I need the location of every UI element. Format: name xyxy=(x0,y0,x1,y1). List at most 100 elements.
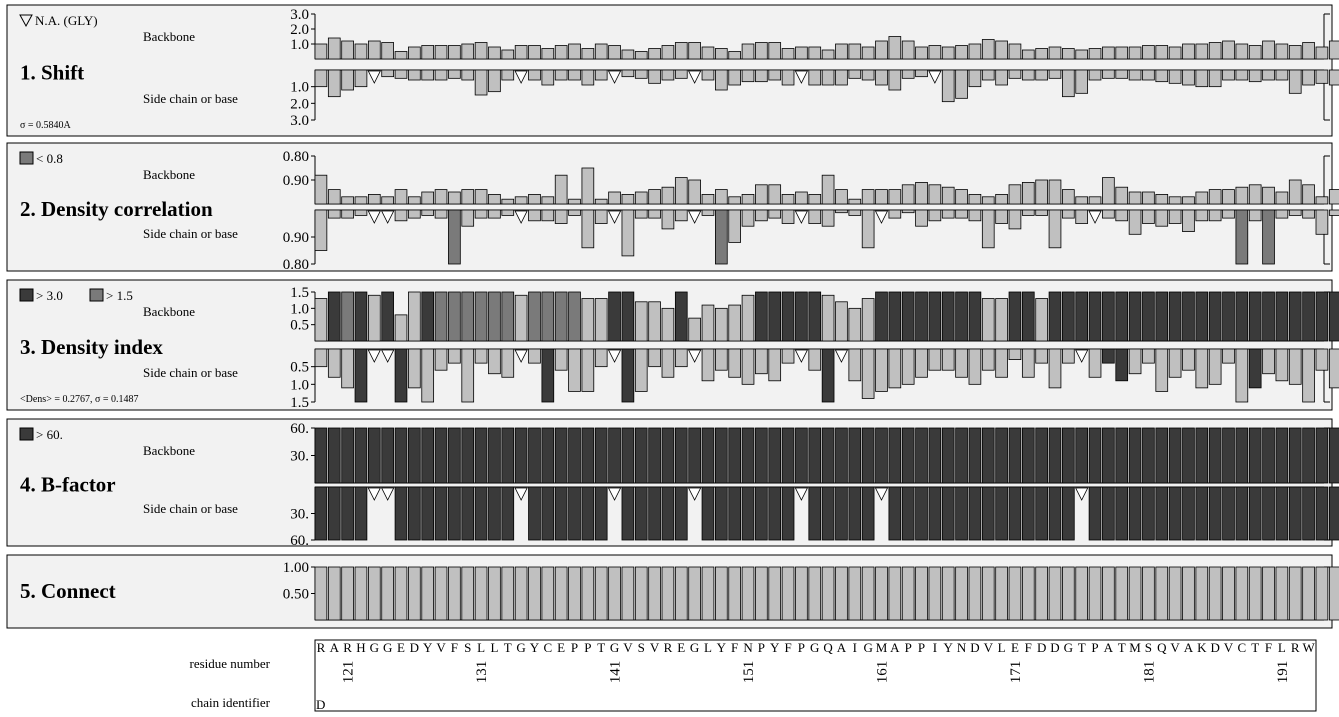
bar-backbone xyxy=(434,189,448,205)
residue-letter: L xyxy=(490,640,498,655)
bar-side-chain xyxy=(768,209,782,219)
bar-side-chain xyxy=(1062,209,1075,219)
bar-backbone xyxy=(1075,291,1089,342)
bar-side-chain xyxy=(1048,209,1062,249)
bar-side-chain xyxy=(755,69,768,83)
bar-side-chain xyxy=(1102,348,1115,364)
bar-backbone xyxy=(554,427,568,484)
bar-side-chain xyxy=(341,209,354,219)
residue-letter: V xyxy=(984,640,994,655)
bar-side-chain xyxy=(821,209,835,227)
panel-connect: 5. Connect 1.00 0.50 xyxy=(6,554,1339,629)
bar-backbone xyxy=(1088,48,1102,60)
bar-side-chain xyxy=(354,209,368,216)
bar-backbone xyxy=(915,566,928,621)
legend-text: > 60. xyxy=(36,427,63,442)
swatch-medium-icon xyxy=(89,288,104,302)
bar-side-chain xyxy=(568,69,581,81)
bar-side-chain xyxy=(434,486,448,541)
bar-side-chain xyxy=(381,69,394,78)
bar-side-chain xyxy=(755,486,768,541)
bar-side-chain xyxy=(474,209,488,219)
bar-backbone xyxy=(1262,40,1275,60)
bar-backbone xyxy=(1248,45,1262,60)
bar-side-chain xyxy=(448,209,461,265)
bar-backbone xyxy=(1208,291,1222,342)
bar-backbone xyxy=(848,566,862,621)
residue-letter: T xyxy=(504,640,512,655)
bar-side-chain xyxy=(835,69,848,86)
bar-side-chain xyxy=(1128,348,1142,375)
bar-backbone xyxy=(1021,566,1035,621)
bar-side-chain xyxy=(928,209,942,222)
bar-side-chain xyxy=(568,486,581,541)
bar-side-chain xyxy=(955,69,968,99)
backbone-label: Backbone xyxy=(143,443,195,458)
bar-side-chain xyxy=(327,486,341,541)
bar-backbone xyxy=(341,196,354,205)
bar-backbone xyxy=(795,46,808,60)
residue-letter: P xyxy=(584,640,591,655)
bar-side-chain xyxy=(421,209,435,216)
bar-backbone xyxy=(955,189,968,205)
triangle-down-icon xyxy=(514,210,528,224)
bar-backbone xyxy=(875,291,888,342)
bar-side-chain xyxy=(928,486,942,541)
bar-side-chain xyxy=(781,69,795,86)
bar-backbone xyxy=(1128,291,1142,342)
bar-side-chain xyxy=(1035,69,1048,81)
bar-side-chain xyxy=(594,69,608,81)
bar-backbone xyxy=(327,566,341,621)
bar-side-chain xyxy=(634,348,648,392)
bar-side-chain xyxy=(1208,209,1222,222)
bar-backbone xyxy=(915,46,928,60)
bar-side-chain xyxy=(1328,69,1339,86)
bar-backbone xyxy=(1021,291,1035,342)
bar-backbone xyxy=(501,198,515,205)
bar-backbone xyxy=(1048,291,1062,342)
residue-letter: D xyxy=(1210,640,1219,655)
y-tick-label: 30. xyxy=(290,449,309,465)
residue-letter: H xyxy=(356,640,365,655)
bar-backbone xyxy=(1021,49,1035,60)
bar-backbone xyxy=(421,427,435,484)
bar-backbone xyxy=(888,566,902,621)
bar-side-chain xyxy=(1288,209,1302,216)
bar-backbone xyxy=(621,427,635,484)
bar-side-chain xyxy=(941,486,955,541)
bar-backbone xyxy=(928,45,942,60)
bar-backbone xyxy=(648,189,661,205)
bar-backbone xyxy=(861,427,875,484)
bar-backbone xyxy=(381,196,394,205)
bar-backbone xyxy=(861,46,875,60)
bar-backbone xyxy=(768,42,782,60)
bar-backbone xyxy=(1222,566,1235,621)
bar-backbone xyxy=(755,566,768,621)
bar-backbone xyxy=(1182,196,1195,205)
bar-backbone xyxy=(1008,427,1022,484)
bar-backbone xyxy=(568,566,581,621)
bar-backbone xyxy=(941,186,955,205)
bar-backbone xyxy=(354,43,368,60)
residue-letter: A xyxy=(1184,640,1194,655)
triangle-down-icon xyxy=(381,349,395,363)
bar-backbone xyxy=(1248,291,1262,342)
bar-backbone xyxy=(1128,191,1142,205)
bar-backbone xyxy=(835,427,848,484)
residue-letter: T xyxy=(1118,640,1126,655)
residue-letter: P xyxy=(758,640,765,655)
bar-backbone xyxy=(1008,184,1022,205)
bar-backbone xyxy=(421,45,435,60)
bar-backbone xyxy=(715,307,728,342)
bar-side-chain xyxy=(474,69,488,96)
bar-side-chain xyxy=(674,348,688,368)
bar-backbone xyxy=(408,46,421,60)
bar-side-chain xyxy=(621,209,635,257)
bar-backbone xyxy=(741,427,755,484)
y-tick-label: 30. xyxy=(290,507,309,523)
bar-backbone xyxy=(674,42,688,60)
bar-backbone xyxy=(995,40,1008,60)
y-tick-label: 0.80 xyxy=(283,149,309,165)
bar-backbone xyxy=(861,298,875,342)
bar-backbone xyxy=(1195,191,1209,205)
